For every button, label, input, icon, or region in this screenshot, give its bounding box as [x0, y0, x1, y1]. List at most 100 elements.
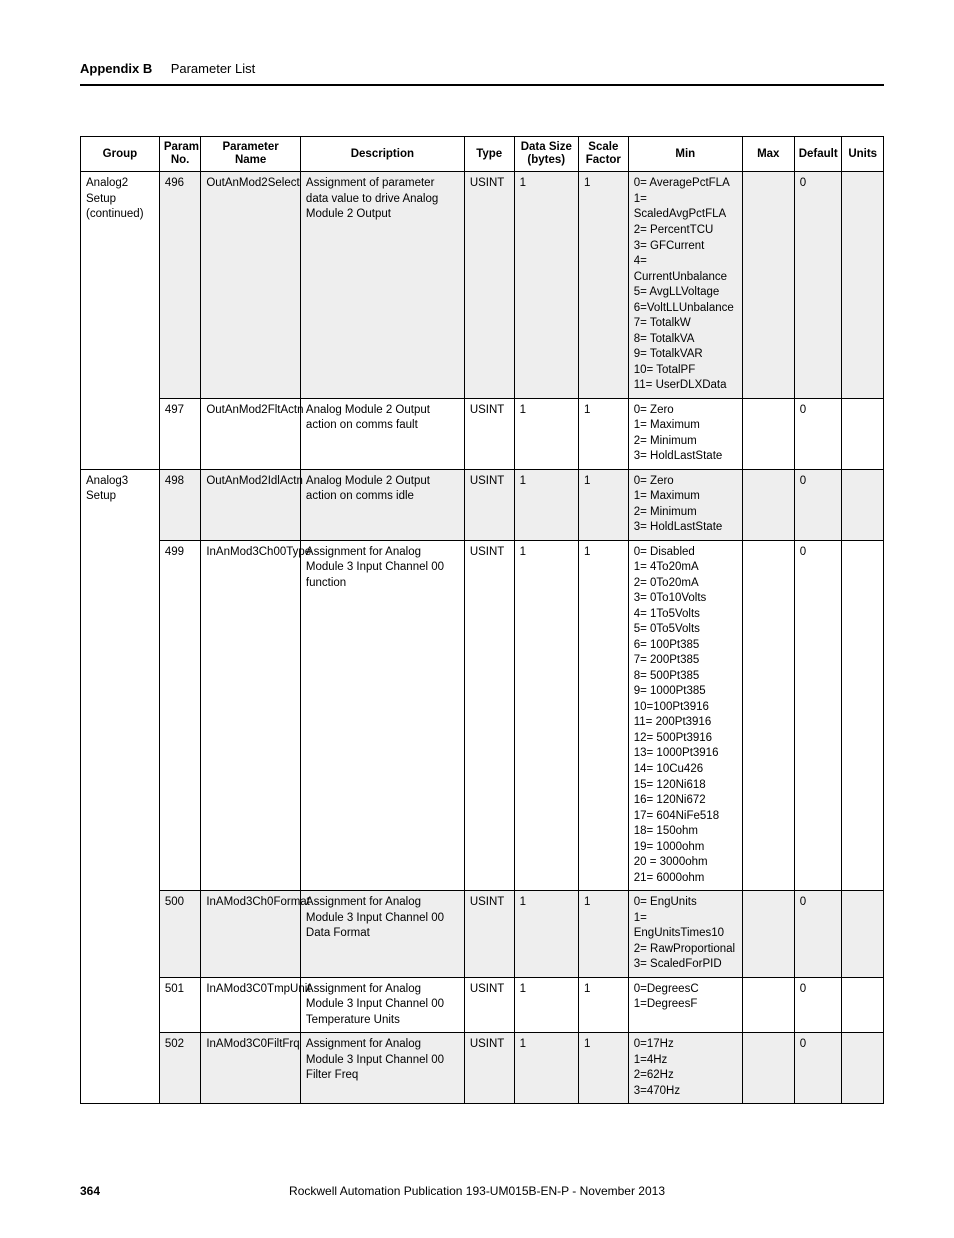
cell-no: 502: [159, 1033, 200, 1104]
cell-min: 0= Zero 1= Maximum 2= Minimum 3= HoldLas…: [628, 398, 742, 469]
cell-def: 0: [794, 540, 842, 890]
cell-desc: Assignment for Analog Module 3 Input Cha…: [300, 891, 464, 978]
cell-no: 500: [159, 891, 200, 978]
cell-units: [842, 398, 884, 469]
cell-desc: Analog Module 2 Output action on comms i…: [300, 469, 464, 540]
cell-type: USINT: [464, 469, 514, 540]
table-row: 500 InAMod3Ch0Format Assignment for Anal…: [81, 891, 884, 978]
cell-def: 0: [794, 172, 842, 398]
col-size: Data Size (bytes): [514, 137, 578, 172]
cell-name: OutAnMod2FltActn: [201, 398, 301, 469]
page-header: Appendix B Parameter List: [80, 60, 884, 86]
cell-max: [742, 1033, 794, 1104]
cell-name: InAMod3C0TmpUnit: [201, 977, 301, 1033]
cell-size: 1: [514, 398, 578, 469]
cell-scale: 1: [578, 172, 628, 398]
table-row: 501 InAMod3C0TmpUnit Assignment for Anal…: [81, 977, 884, 1033]
parameter-table: Group Param No. Parameter Name Descripti…: [80, 136, 884, 1104]
cell-def: 0: [794, 469, 842, 540]
cell-units: [842, 891, 884, 978]
cell-min: 0= EngUnits 1= EngUnitsTimes10 2= RawPro…: [628, 891, 742, 978]
cell-no: 498: [159, 469, 200, 540]
cell-scale: 1: [578, 977, 628, 1033]
cell-name: InAnMod3Ch00Type: [201, 540, 301, 890]
appendix-label: Appendix B: [80, 61, 152, 76]
table-row: 502 InAMod3C0FiltFrq Assignment for Anal…: [81, 1033, 884, 1104]
table-header: Group Param No. Parameter Name Descripti…: [81, 137, 884, 172]
appendix-title: Parameter List: [171, 61, 256, 76]
cell-desc: Assignment of parameter data value to dr…: [300, 172, 464, 398]
publication-line: Rockwell Automation Publication 193-UM01…: [100, 1184, 854, 1198]
table-row: Analog3 Setup 498 OutAnMod2IdlActn Analo…: [81, 469, 884, 540]
page: Appendix B Parameter List Group Param No…: [0, 0, 954, 1238]
cell-def: 0: [794, 398, 842, 469]
table-body: Analog2 Setup (continued) 496 OutAnMod2S…: [81, 172, 884, 1104]
cell-size: 1: [514, 977, 578, 1033]
cell-max: [742, 469, 794, 540]
cell-scale: 1: [578, 1033, 628, 1104]
cell-type: USINT: [464, 398, 514, 469]
cell-desc: Assignment for Analog Module 3 Input Cha…: [300, 977, 464, 1033]
col-no: Param No.: [159, 137, 200, 172]
cell-size: 1: [514, 172, 578, 398]
cell-desc: Assignment for Analog Module 3 Input Cha…: [300, 540, 464, 890]
table-row: Analog2 Setup (continued) 496 OutAnMod2S…: [81, 172, 884, 398]
col-group: Group: [81, 137, 160, 172]
cell-min: 0= Zero 1= Maximum 2= Minimum 3= HoldLas…: [628, 469, 742, 540]
col-type: Type: [464, 137, 514, 172]
cell-def: 0: [794, 977, 842, 1033]
cell-name: InAMod3Ch0Format: [201, 891, 301, 978]
cell-max: [742, 977, 794, 1033]
cell-max: [742, 172, 794, 398]
cell-name: OutAnMod2Select: [201, 172, 301, 398]
cell-desc: Analog Module 2 Output action on comms f…: [300, 398, 464, 469]
cell-type: USINT: [464, 891, 514, 978]
cell-min: 0=DegreesC 1=DegreesF: [628, 977, 742, 1033]
cell-group: Analog2 Setup (continued): [81, 172, 160, 469]
cell-size: 1: [514, 469, 578, 540]
cell-scale: 1: [578, 891, 628, 978]
cell-min: 0=17Hz 1=4Hz 2=62Hz 3=470Hz: [628, 1033, 742, 1104]
cell-name: OutAnMod2IdlActn: [201, 469, 301, 540]
col-scale: Scale Factor: [578, 137, 628, 172]
footer-spacer: [854, 1184, 884, 1198]
col-def: Default: [794, 137, 842, 172]
cell-def: 0: [794, 891, 842, 978]
cell-max: [742, 398, 794, 469]
cell-scale: 1: [578, 469, 628, 540]
cell-units: [842, 540, 884, 890]
cell-size: 1: [514, 891, 578, 978]
cell-units: [842, 977, 884, 1033]
cell-def: 0: [794, 1033, 842, 1104]
cell-units: [842, 469, 884, 540]
table-row: 497 OutAnMod2FltActn Analog Module 2 Out…: [81, 398, 884, 469]
page-number: 364: [80, 1184, 100, 1198]
cell-units: [842, 1033, 884, 1104]
cell-no: 499: [159, 540, 200, 890]
cell-min: 0= AveragePctFLA 1= ScaledAvgPctFLA 2= P…: [628, 172, 742, 398]
col-max: Max: [742, 137, 794, 172]
col-units: Units: [842, 137, 884, 172]
cell-type: USINT: [464, 1033, 514, 1104]
cell-desc: Assignment for Analog Module 3 Input Cha…: [300, 1033, 464, 1104]
cell-scale: 1: [578, 398, 628, 469]
page-footer: 364 Rockwell Automation Publication 193-…: [80, 1184, 884, 1198]
cell-no: 497: [159, 398, 200, 469]
cell-group: Analog3 Setup: [81, 469, 160, 1104]
cell-size: 1: [514, 540, 578, 890]
cell-no: 501: [159, 977, 200, 1033]
cell-size: 1: [514, 1033, 578, 1104]
col-name: Parameter Name: [201, 137, 301, 172]
cell-no: 496: [159, 172, 200, 398]
table-row: 499 InAnMod3Ch00Type Assignment for Anal…: [81, 540, 884, 890]
col-desc: Description: [300, 137, 464, 172]
cell-scale: 1: [578, 540, 628, 890]
cell-max: [742, 891, 794, 978]
cell-type: USINT: [464, 977, 514, 1033]
cell-type: USINT: [464, 172, 514, 398]
cell-max: [742, 540, 794, 890]
cell-min: 0= Disabled 1= 4To20mA 2= 0To20mA 3= 0To…: [628, 540, 742, 890]
cell-name: InAMod3C0FiltFrq: [201, 1033, 301, 1104]
col-min: Min: [628, 137, 742, 172]
cell-units: [842, 172, 884, 398]
